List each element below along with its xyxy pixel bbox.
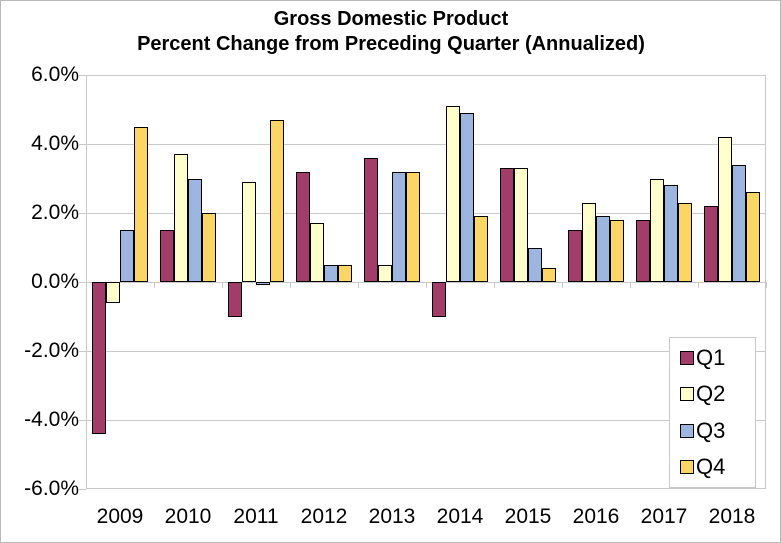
bar-2013-Q2: [378, 264, 392, 282]
legend: Q1 Q2 Q3 Q4: [669, 337, 756, 488]
bar-2012-Q3: [324, 264, 338, 282]
bar-2015-Q3: [528, 247, 542, 282]
chart-title-line2: Percent Change from Preceding Quarter (A…: [137, 33, 645, 55]
y-axis-label: 6.0%: [31, 63, 79, 86]
bar-2009-Q3: [120, 230, 134, 282]
bar-2016-Q1: [568, 230, 582, 282]
legend-label-q3: Q3: [696, 417, 726, 443]
x-axis-tick: [629, 282, 631, 288]
gridline: [86, 350, 766, 352]
x-axis-tick: [493, 282, 495, 288]
bar-2016-Q2: [582, 202, 596, 282]
y-axis-tick: [79, 75, 86, 76]
q3-swatch-icon: [680, 423, 694, 438]
q2-swatch-icon: [680, 387, 694, 402]
bar-2015-Q4: [542, 268, 556, 282]
bar-2010-Q3: [188, 178, 202, 282]
bar-2013-Q1: [364, 157, 378, 282]
bar-2009-Q2: [106, 282, 120, 303]
bar-2015-Q2: [514, 168, 528, 282]
bar-2015-Q1: [500, 168, 514, 282]
bar-2018-Q2: [718, 137, 732, 282]
legend-item-q3: Q3: [670, 417, 755, 443]
bar-2010-Q1: [160, 230, 174, 282]
legend-item-q1: Q1: [670, 346, 755, 370]
y-axis-label: 4.0%: [31, 132, 79, 155]
y-axis-tick: [79, 144, 86, 145]
x-axis-tick: [697, 282, 699, 288]
x-axis-label-2014: 2014: [436, 505, 484, 528]
y-axis-tick: [79, 420, 86, 421]
y-axis-label: 0.0%: [31, 270, 79, 293]
y-axis-tick: [79, 282, 86, 283]
bar-2013-Q4: [406, 171, 420, 282]
y-axis-label: 2.0%: [31, 201, 79, 224]
bar-2011-Q2: [242, 181, 256, 282]
q4-swatch-icon: [680, 459, 694, 474]
x-axis-label-2010: 2010: [164, 505, 212, 528]
gridline: [86, 419, 766, 421]
bar-2014-Q1: [432, 282, 446, 317]
x-axis-label-2016: 2016: [572, 505, 620, 528]
legend-item-q4: Q4: [670, 453, 755, 479]
bar-2017-Q4: [678, 202, 692, 282]
q1-swatch-icon: [680, 351, 694, 366]
bar-2012-Q1: [296, 171, 310, 282]
x-axis-label-2009: 2009: [96, 505, 144, 528]
x-axis-tick: [85, 282, 87, 288]
x-axis-label-2011: 2011: [233, 505, 279, 528]
chart-title-line1: Gross Domestic Product: [273, 8, 509, 30]
x-axis-label-2017: 2017: [640, 505, 688, 528]
x-axis-tick: [561, 282, 563, 288]
x-axis-tick: [153, 282, 155, 288]
bar-2009-Q4: [134, 126, 148, 282]
y-axis-label: -4.0%: [24, 408, 79, 431]
gridline: [86, 143, 766, 145]
x-axis-label-2018: 2018: [708, 505, 756, 528]
chart-title: Gross Domestic Product Percent Change fr…: [41, 7, 741, 57]
bar-2016-Q3: [596, 216, 610, 282]
x-axis-tick: [765, 282, 767, 288]
legend-label-q2: Q2: [696, 381, 726, 407]
bar-2011-Q1: [228, 282, 242, 317]
bar-2013-Q3: [392, 171, 406, 282]
legend-item-q2: Q2: [670, 382, 755, 406]
x-axis-label-2015: 2015: [504, 505, 552, 528]
y-axis-tick: [79, 213, 86, 214]
bar-2016-Q4: [610, 219, 624, 282]
y-axis-label: -6.0%: [24, 477, 79, 500]
y-axis-label: -2.0%: [24, 339, 79, 362]
legend-label-q1: Q1: [696, 345, 726, 371]
plot-area: [85, 75, 767, 489]
bar-2010-Q4: [202, 213, 216, 282]
bar-2012-Q4: [338, 264, 352, 282]
y-axis-tick: [79, 351, 86, 352]
x-axis-label-2013: 2013: [368, 505, 416, 528]
x-axis-tick: [289, 282, 291, 288]
bar-2017-Q1: [636, 219, 650, 282]
bar-2011-Q4: [270, 119, 284, 282]
x-axis-tick: [357, 282, 359, 288]
bar-2009-Q1: [92, 282, 106, 434]
gridline: [86, 212, 766, 214]
bar-2014-Q3: [460, 112, 474, 282]
bar-2018-Q4: [746, 192, 760, 282]
bar-2010-Q2: [174, 154, 188, 282]
y-axis-tick: [79, 489, 86, 490]
x-axis-label-2012: 2012: [300, 505, 348, 528]
bar-2012-Q2: [310, 223, 324, 282]
bar-2018-Q3: [732, 164, 746, 282]
x-axis-tick: [425, 282, 427, 288]
bar-2014-Q2: [446, 106, 460, 282]
bar-2011-Q3: [256, 282, 270, 286]
bar-2017-Q3: [664, 185, 678, 282]
bar-2017-Q2: [650, 178, 664, 282]
bar-2014-Q4: [474, 216, 488, 282]
legend-label-q4: Q4: [696, 453, 726, 479]
x-axis-tick: [221, 282, 223, 288]
bar-2018-Q1: [704, 206, 718, 282]
